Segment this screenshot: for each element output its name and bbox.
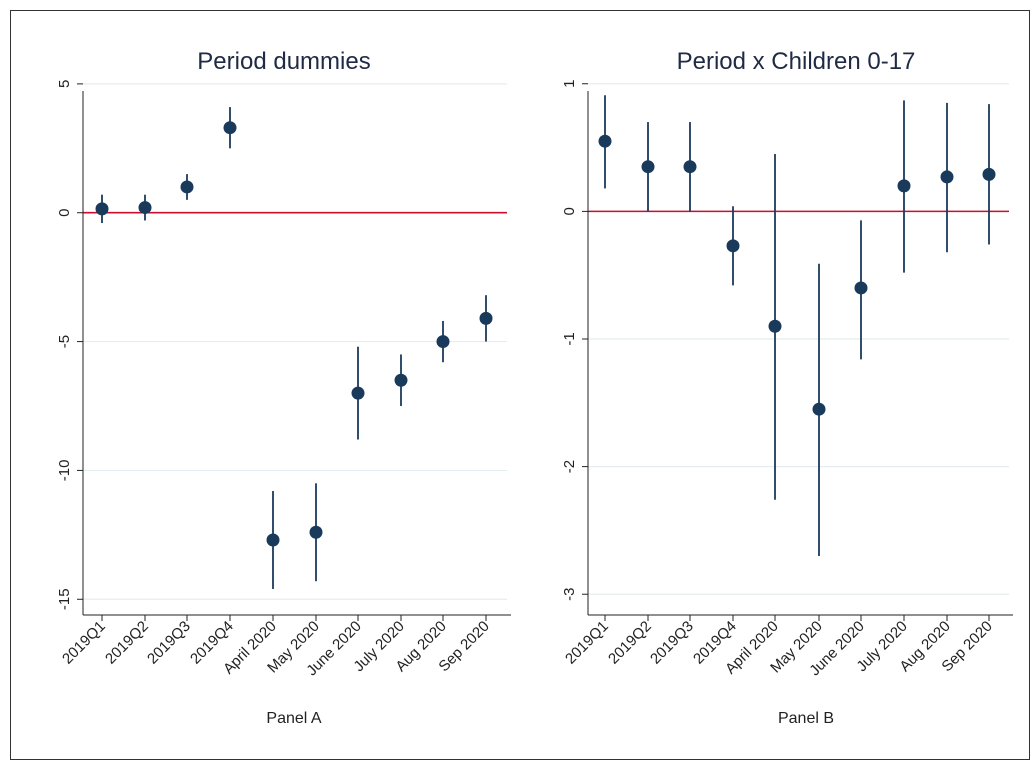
chart-canvas: Period dummies50-5-10-152019Q12019Q22019…: [56, 48, 1013, 727]
point-marker: [683, 160, 697, 174]
point-marker: [266, 533, 280, 547]
y-tick-label: -1: [561, 332, 578, 345]
y-tick-label: -5: [56, 335, 73, 348]
x-tick-label: 2019Q1: [562, 618, 612, 668]
point-marker: [394, 373, 408, 387]
y-tick-label: -3: [561, 588, 578, 601]
figure-frame: Period dummies 5 0 -5 -10 -15 2019Q1 2019Q2 2019…: [10, 10, 1030, 760]
x-tick-label: 2019Q2: [102, 618, 152, 668]
chart-title: Period x Children 0-17: [677, 48, 916, 75]
x-tick-label: 2019Q2: [605, 618, 655, 668]
point-marker: [95, 202, 109, 216]
y-tick-label: -15: [56, 588, 73, 610]
point-marker: [726, 239, 740, 253]
point-marker: [138, 201, 152, 215]
y-tick-label: -2: [561, 460, 578, 473]
y-tick-label: 1: [561, 80, 578, 88]
x-axis-label: Panel A: [266, 710, 321, 727]
y-tick-label: 0: [561, 207, 578, 215]
point-marker: [854, 281, 868, 295]
point-marker: [897, 179, 911, 193]
point-marker: [812, 402, 826, 416]
point-marker: [598, 134, 612, 148]
panel-a: Period dummies 5 0 -5 -10 -15 2019Q12019Q22019…: [56, 48, 511, 727]
point-marker: [351, 386, 365, 400]
x-tick-label: 2019Q3: [144, 618, 194, 668]
panel-b: Period x Children 0-1710-1-2-32019Q12019…: [561, 48, 1013, 727]
point-marker: [309, 525, 323, 539]
y-tick-label: 0: [56, 209, 73, 217]
point-marker: [479, 311, 493, 325]
x-tick-label: 2019Q1: [59, 618, 109, 668]
point-marker: [436, 335, 450, 349]
point-marker: [641, 160, 655, 174]
point-marker: [982, 167, 996, 181]
point-marker: [940, 170, 954, 184]
x-tick-label: 2019Q3: [647, 618, 697, 668]
point-marker: [223, 121, 237, 135]
y-tick-label: 5: [56, 80, 73, 88]
point-marker: [768, 319, 782, 333]
point-marker: [180, 180, 194, 194]
y-tick-label: -10: [56, 460, 73, 482]
x-axis-label: Panel B: [778, 710, 834, 727]
chart-title: Period dummies: [197, 48, 370, 75]
